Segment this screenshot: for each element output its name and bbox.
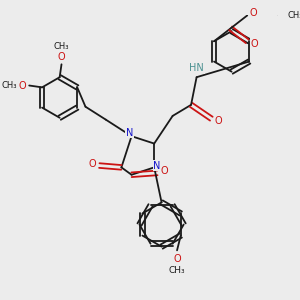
Text: HN: HN <box>189 63 204 73</box>
Text: O: O <box>88 159 96 169</box>
Text: O: O <box>215 116 223 125</box>
Text: O: O <box>251 39 258 49</box>
Text: O: O <box>58 52 65 62</box>
Text: O: O <box>173 254 181 264</box>
Text: N: N <box>153 160 161 170</box>
Text: N: N <box>126 128 134 137</box>
Text: CH₃: CH₃ <box>287 11 300 20</box>
Text: CH₃: CH₃ <box>1 81 17 90</box>
Text: O: O <box>161 166 169 176</box>
Text: CH₃: CH₃ <box>169 266 185 275</box>
Text: O: O <box>250 8 257 18</box>
Text: CH₃: CH₃ <box>54 42 69 51</box>
Text: O: O <box>18 80 26 91</box>
